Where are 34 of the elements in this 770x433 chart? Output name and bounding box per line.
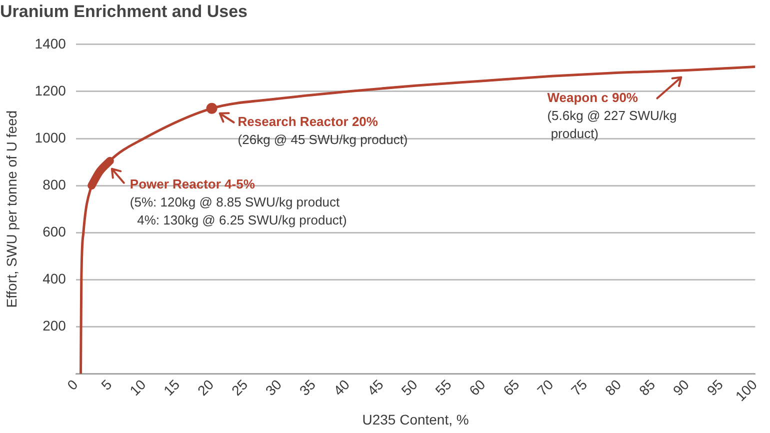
x-tick-label: 95: [704, 376, 726, 399]
x-tick-label: 25: [228, 376, 251, 399]
y-axis-title: Effort, SWU per tonne of U feed: [3, 110, 20, 308]
y-tick-label: 1400: [34, 35, 66, 52]
annotation: Research Reactor 20% (26kg @ 45 SWU/kg product): [238, 114, 408, 147]
x-tick-label: 80: [602, 376, 624, 399]
y-tick-label: 400: [42, 270, 66, 287]
y-tick-label: 600: [42, 223, 66, 240]
x-tick-label: 0: [64, 376, 81, 394]
x-tick-label: 50: [398, 376, 421, 399]
x-tick-label: 75: [568, 376, 590, 399]
y-tick-label: 800: [42, 176, 66, 192]
annotation: Power Reactor 4-5% (5%: 120kg @ 8.85 SWU/kg product 4%: 130kg @ 6.25 SWU/kg product): [130, 176, 347, 228]
x-tick-label: 60: [466, 376, 488, 399]
x-tick-label: 10: [126, 376, 149, 399]
x-tick-label: 65: [500, 376, 522, 399]
x-tick-label: 5: [98, 376, 115, 394]
x-tick-label: 20: [194, 376, 217, 399]
annotation: Weapon c 90% (5.6kg @ 227 SWU/kg product): [547, 90, 677, 141]
x-tick-label: 85: [636, 376, 658, 399]
chart-title: Uranium Enrichment and Uses: [0, 2, 248, 21]
x-tick-label: 90: [670, 376, 692, 399]
x-tick-label: 40: [330, 376, 353, 399]
y-tick-label: 200: [42, 318, 66, 334]
x-tick-label: 45: [364, 376, 387, 399]
y-tick-label: 1200: [34, 82, 66, 98]
x-tick-label: 15: [160, 376, 183, 399]
x-tick-label: 70: [534, 376, 556, 399]
x-tick-label: 55: [432, 376, 454, 399]
x-tick-label: 35: [296, 376, 319, 399]
x-axis-title: U235 Content, %: [362, 411, 469, 428]
x-tick-label: 100: [732, 376, 760, 404]
y-tick-label: 1000: [34, 129, 66, 146]
x-tick-label: 30: [262, 376, 285, 399]
